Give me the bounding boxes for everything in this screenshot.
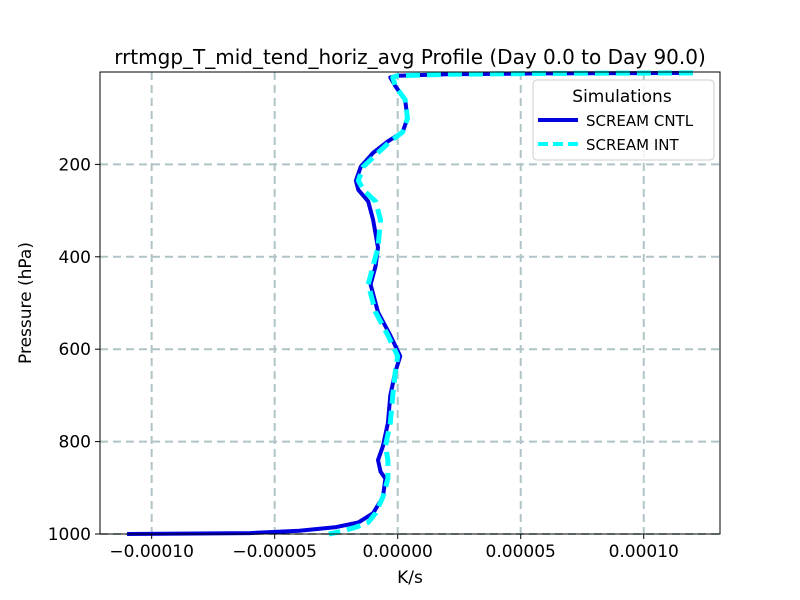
x-axis: −0.00010 −0.00005 0.00000 0.00005 0.00010 <box>109 534 679 562</box>
grid <box>100 72 720 535</box>
series-line-int <box>328 70 693 537</box>
legend-label-cntl: SCREAM CNTL <box>586 112 694 130</box>
y-tick-label: 400 <box>59 248 91 268</box>
y-axis-label: Pressure (hPa) <box>16 242 36 364</box>
y-tick-label: 1000 <box>48 525 91 545</box>
x-tick-label: −0.00005 <box>232 542 317 562</box>
series-layer <box>127 70 693 537</box>
legend: Simulations SCREAM CNTL SCREAM INT <box>532 79 715 161</box>
plot-frame <box>99 71 721 535</box>
x-tick-label: 0.00005 <box>486 542 556 562</box>
x-tick-label: −0.00010 <box>109 542 194 562</box>
y-tick-label: 200 <box>59 155 91 175</box>
y-tick-label: 600 <box>59 340 91 360</box>
x-tick-label: 0.00000 <box>363 542 433 562</box>
y-tick-label: 800 <box>59 433 91 453</box>
legend-title: Simulations <box>572 87 672 107</box>
legend-label-int: SCREAM INT <box>586 136 680 154</box>
y-axis: 200 400 600 800 1000 <box>48 155 100 545</box>
x-axis-label: K/s <box>397 568 423 588</box>
legend-box <box>532 79 715 161</box>
chart-title: rrtmgp_T_mid_tend_horiz_avg Profile (Day… <box>114 45 706 69</box>
x-tick-label: 0.00010 <box>609 542 679 562</box>
